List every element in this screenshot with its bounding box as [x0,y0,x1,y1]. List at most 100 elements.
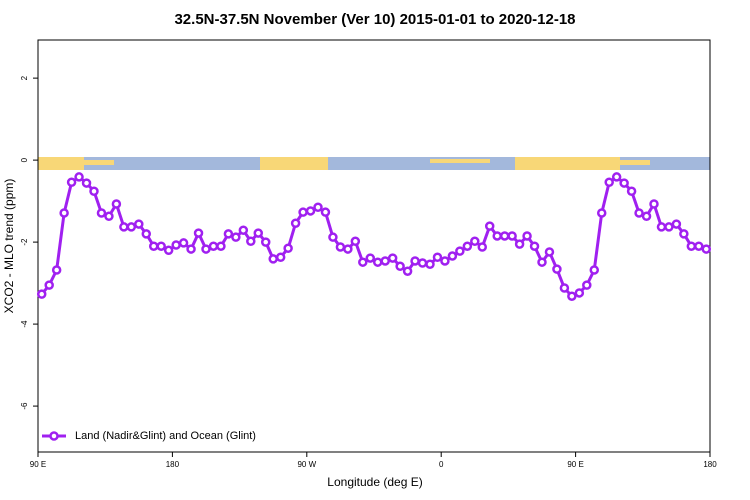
data-point [507,231,517,241]
data-point [372,257,383,267]
data-point [552,264,562,274]
data-point [671,219,682,229]
data-point [313,202,323,213]
plot-frame [37,39,711,453]
legend-label: Land (Nadir&Glint) and Ocean (Glint) [75,430,256,442]
data-point [119,222,129,232]
data-point [574,288,585,298]
data-point [335,242,346,252]
data-point [178,238,189,248]
data-point [104,211,114,222]
data-point [260,237,271,247]
data-point [477,242,488,252]
data-point [59,208,69,218]
x-tick-label: 90 W [297,460,316,469]
chart-title: 32.5N-37.5N November (Ver 10) 2015-01-01… [174,11,575,28]
data-point [641,211,652,222]
data-point [253,228,264,238]
data-point [694,241,704,251]
x-axis-label: Longitude (deg E) [327,475,422,489]
data-point [499,231,510,241]
data-point [567,291,577,301]
data-point [432,252,443,263]
data-point [186,244,196,254]
x-tick-label: 180 [703,460,717,469]
data-point [387,253,398,263]
data-point [36,289,47,299]
data-point [417,258,428,268]
data-point [328,232,338,242]
data-point [320,207,331,217]
data-point [484,221,495,231]
data-point [231,232,241,242]
y-tick-label: 0 [20,157,29,162]
data-point [589,265,600,275]
data-point [193,228,204,238]
x-tick-label: 0 [439,460,444,469]
land-ocean-strip [38,157,710,170]
data-point [664,222,674,232]
data-point [492,231,502,241]
data-point [559,283,570,293]
data-point [529,241,540,251]
data-point [126,222,137,232]
data-point [402,266,413,276]
data-point [686,241,697,251]
data-point [440,256,450,266]
y-tick-label: -6 [20,402,29,410]
y-tick-label: -4 [20,320,29,328]
data-point [343,244,353,254]
data-point [141,229,152,239]
data-point [701,244,712,254]
data-point [350,236,361,247]
data-point [649,199,659,209]
data-point [74,172,84,182]
data-point [283,243,293,254]
data-point [111,199,122,209]
x-tick-label: 90 E [567,460,583,469]
data-point [275,252,286,263]
data-point [544,247,555,257]
data-point [679,229,689,239]
data-point [358,257,368,267]
data-point [208,241,219,251]
data-point [395,261,405,272]
data-point [656,222,667,232]
data-point [626,186,637,197]
data-point [305,206,316,216]
data-point [163,245,174,256]
data-point [223,229,234,239]
data-point [380,256,390,266]
data-point [634,208,644,218]
data-point [268,254,278,264]
data-point [298,207,308,217]
data-point [51,265,62,275]
data-point [619,178,629,188]
data-point [44,280,54,290]
data-point [537,257,547,267]
data-point [96,208,107,218]
data-point [171,240,181,250]
data-point [611,172,622,182]
data-point [156,241,166,251]
data-point [134,219,144,229]
data-point [66,177,77,188]
data-point [604,177,614,188]
data-point [447,251,458,261]
legend-marker [49,431,59,441]
data-point [216,241,226,251]
data-point [365,253,376,263]
data-point [410,256,420,266]
series-line [40,175,707,299]
data-point [514,239,525,249]
data-point [470,236,480,247]
x-tick-label: 180 [166,460,180,469]
data-point [81,178,92,188]
data-point [522,231,532,241]
y-tick-label: 2 [20,75,29,80]
x-tick-label: 90 E [30,460,46,469]
data-point [425,259,435,269]
data-point [246,236,256,247]
y-tick-label: -2 [20,238,29,246]
